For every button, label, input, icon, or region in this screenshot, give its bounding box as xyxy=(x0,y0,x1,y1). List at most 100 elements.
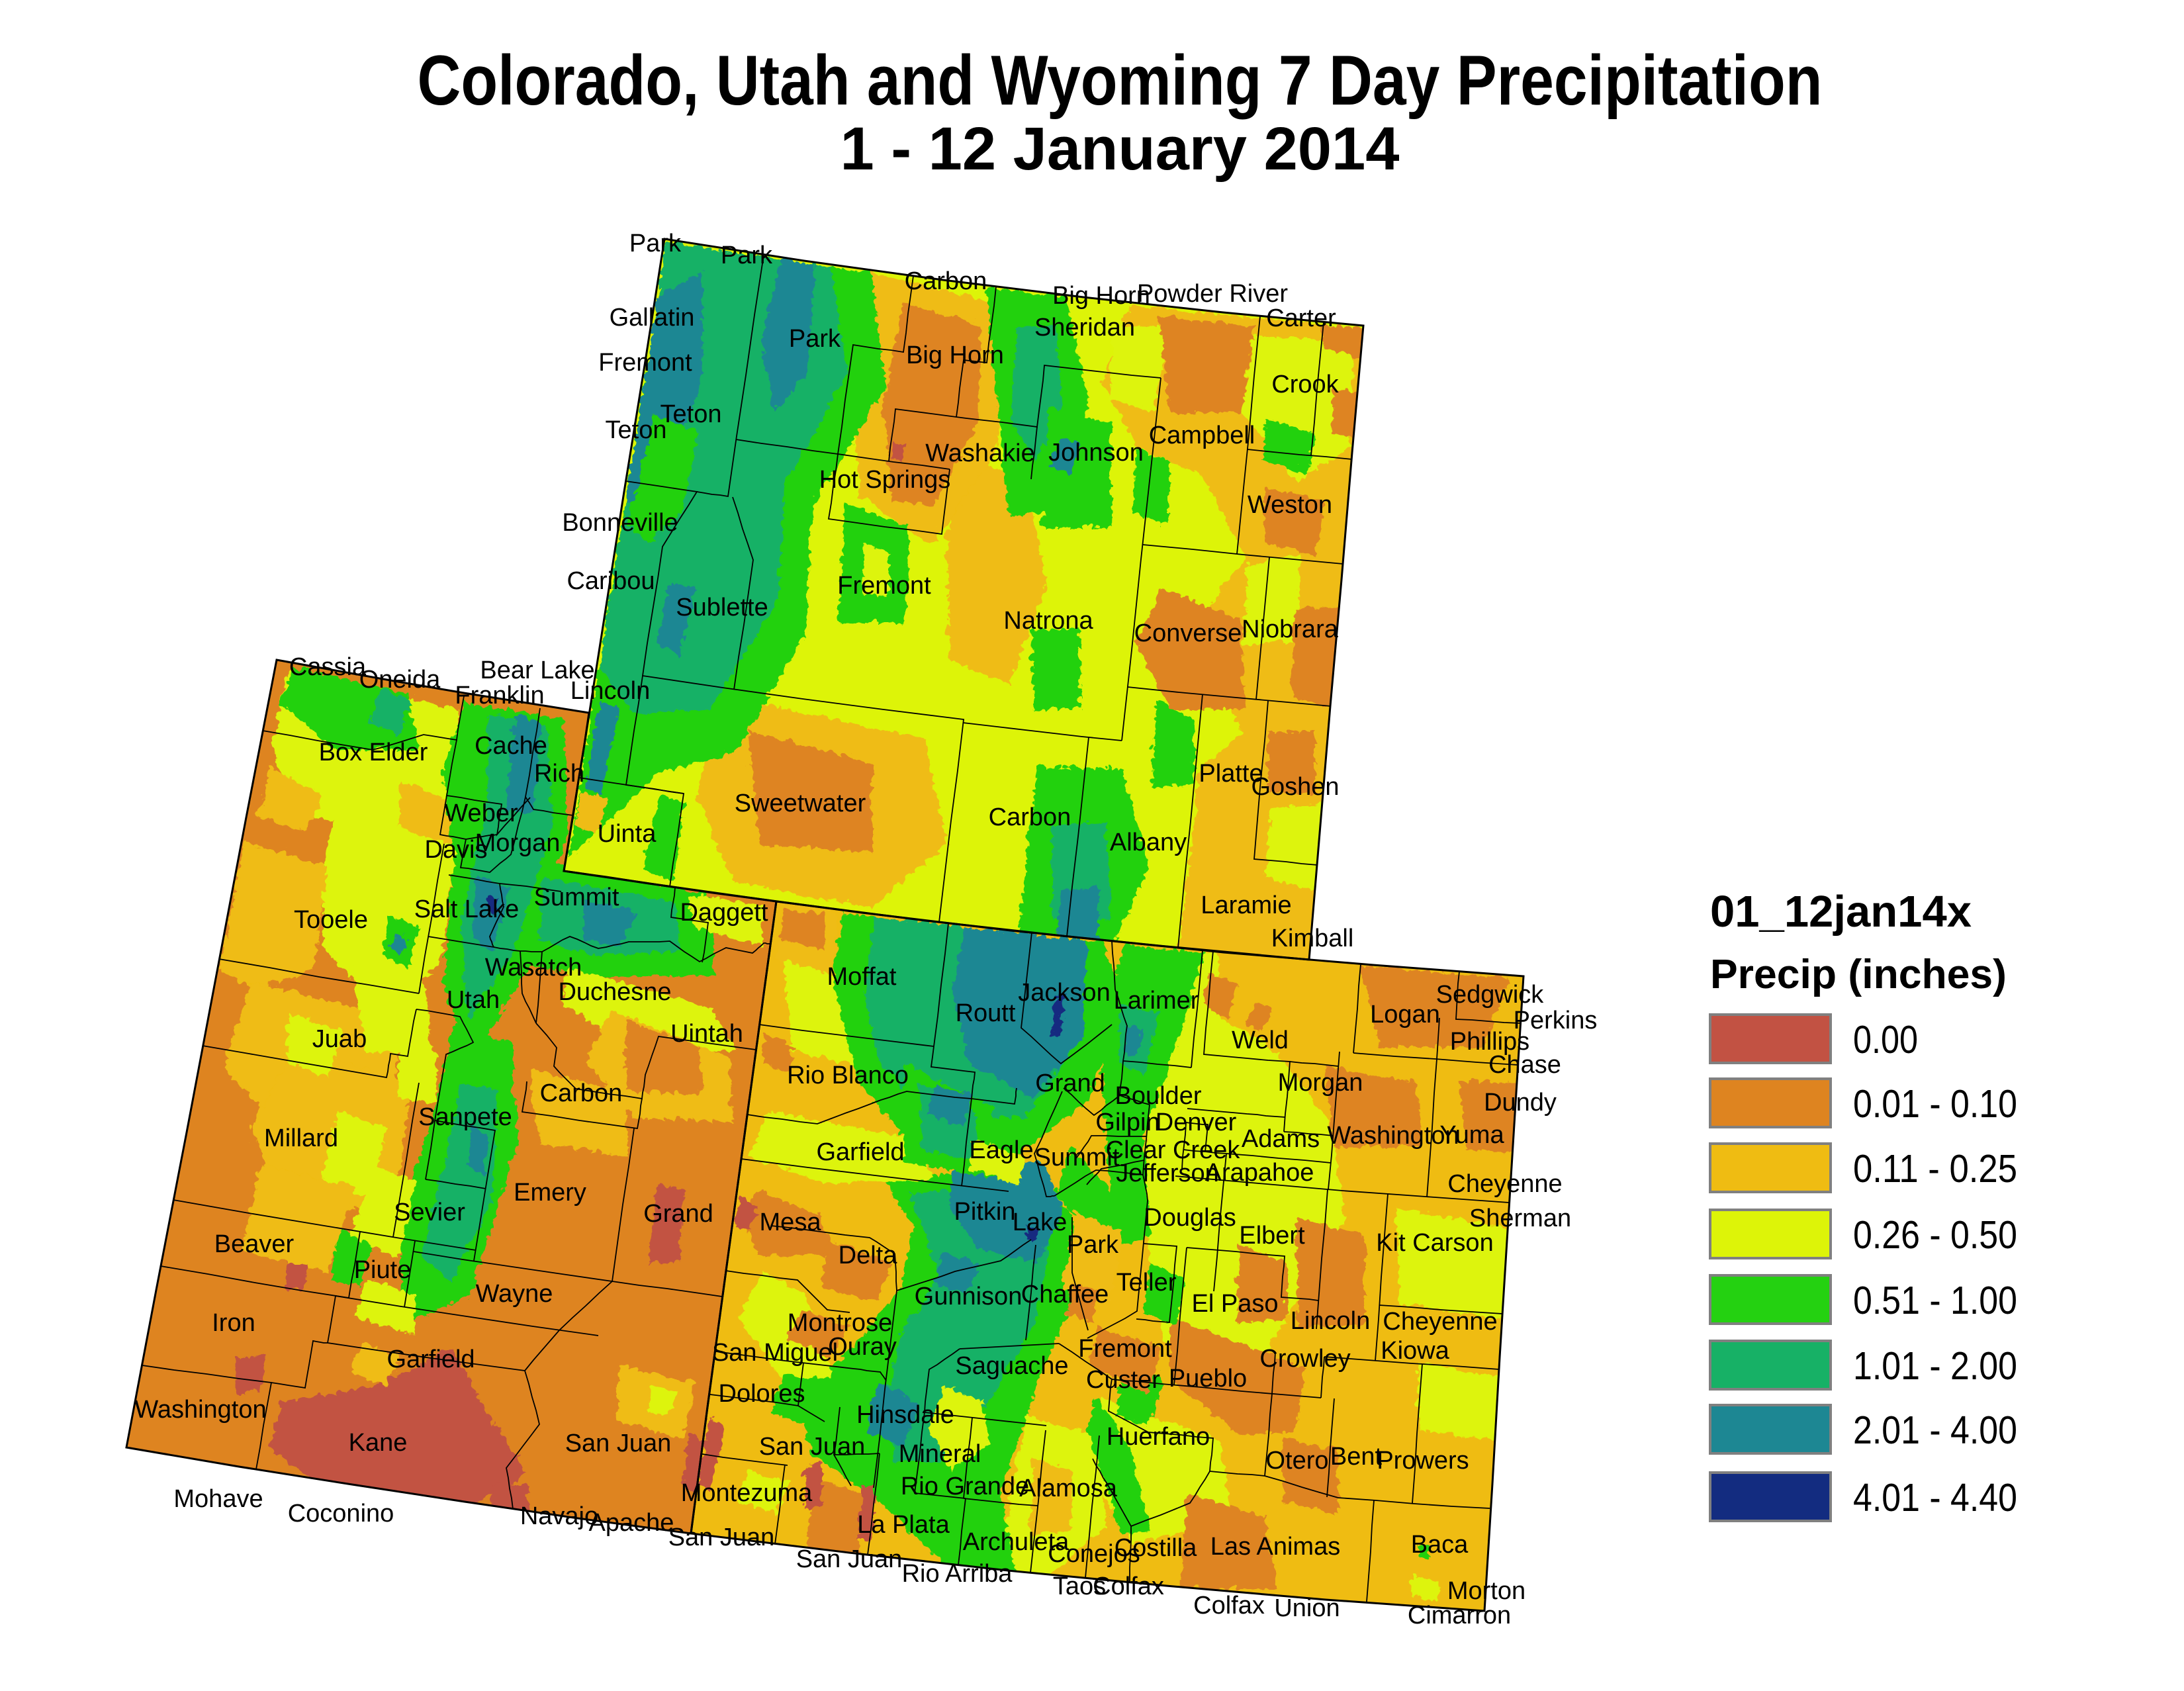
svg-text:Johnson: Johnson xyxy=(1048,439,1144,467)
svg-text:Teton: Teton xyxy=(660,400,722,428)
svg-text:Delta: Delta xyxy=(839,1242,898,1269)
svg-text:Sanpete: Sanpete xyxy=(418,1103,512,1131)
svg-text:Carbon: Carbon xyxy=(905,267,987,295)
svg-text:Hot Springs: Hot Springs xyxy=(819,466,951,494)
svg-text:Denver: Denver xyxy=(1156,1109,1237,1136)
svg-text:Eagle: Eagle xyxy=(969,1136,1033,1164)
svg-text:Montezuma: Montezuma xyxy=(681,1479,813,1507)
svg-text:San Juan: San Juan xyxy=(565,1430,672,1457)
svg-text:Morgan: Morgan xyxy=(475,829,561,857)
svg-text:Mohave: Mohave xyxy=(173,1485,263,1513)
svg-text:Navajo: Navajo xyxy=(520,1502,598,1530)
svg-text:Washakie: Washakie xyxy=(925,439,1034,467)
svg-text:Washington: Washington xyxy=(134,1396,266,1424)
svg-text:2.01 - 4.00: 2.01 - 4.00 xyxy=(1853,1408,2017,1452)
svg-text:Las Animas: Las Animas xyxy=(1210,1533,1340,1561)
svg-text:Elbert: Elbert xyxy=(1239,1222,1305,1250)
svg-text:Yuma: Yuma xyxy=(1439,1121,1504,1149)
svg-text:Cassia: Cassia xyxy=(289,653,367,681)
svg-text:Rich: Rich xyxy=(534,760,584,788)
svg-text:Jackson: Jackson xyxy=(1018,979,1110,1007)
svg-text:Gilpin: Gilpin xyxy=(1095,1109,1160,1136)
svg-text:Rio Blanco: Rio Blanco xyxy=(787,1062,909,1089)
svg-text:Union: Union xyxy=(1274,1594,1340,1622)
svg-text:Conejos: Conejos xyxy=(1048,1540,1140,1568)
svg-text:Cache: Cache xyxy=(475,732,547,760)
svg-text:0.01 - 0.10: 0.01 - 0.10 xyxy=(1853,1082,2017,1126)
svg-text:Crook: Crook xyxy=(1271,371,1339,398)
svg-text:Sweetwater: Sweetwater xyxy=(735,790,866,817)
svg-text:Douglas: Douglas xyxy=(1144,1204,1236,1232)
svg-text:Oneida: Oneida xyxy=(359,666,441,694)
svg-text:Crowley: Crowley xyxy=(1259,1345,1350,1373)
svg-text:Rio Grande: Rio Grande xyxy=(901,1473,1029,1500)
svg-text:Kiowa: Kiowa xyxy=(1381,1337,1449,1365)
svg-text:Grand: Grand xyxy=(643,1200,713,1228)
svg-text:Weber: Weber xyxy=(444,800,518,827)
svg-text:Phillips: Phillips xyxy=(1450,1028,1529,1056)
svg-text:Prowers: Prowers xyxy=(1377,1447,1469,1475)
svg-text:Rio Arriba: Rio Arriba xyxy=(902,1560,1013,1588)
svg-text:Pitkin: Pitkin xyxy=(954,1198,1016,1226)
svg-text:Utah: Utah xyxy=(447,986,500,1014)
svg-text:Park: Park xyxy=(789,325,841,353)
svg-text:1 - 12 January 2014: 1 - 12 January 2014 xyxy=(841,115,1400,183)
svg-text:Logan: Logan xyxy=(1370,1001,1440,1028)
svg-text:Huerfano: Huerfano xyxy=(1107,1423,1210,1451)
svg-text:Natrona: Natrona xyxy=(1003,607,1093,635)
svg-text:01_12jan14x: 01_12jan14x xyxy=(1710,887,1972,937)
svg-text:Larimer: Larimer xyxy=(1114,987,1199,1015)
svg-text:Custer: Custer xyxy=(1086,1366,1160,1394)
svg-text:Goshen: Goshen xyxy=(1251,773,1339,801)
svg-text:Piute: Piute xyxy=(354,1256,412,1284)
svg-text:Precip (inches): Precip (inches) xyxy=(1710,952,2007,997)
svg-text:Salt Lake: Salt Lake xyxy=(414,895,519,923)
svg-text:Lincoln: Lincoln xyxy=(1291,1307,1370,1335)
svg-text:Ouray: Ouray xyxy=(828,1333,896,1361)
svg-text:Lake: Lake xyxy=(1013,1209,1067,1236)
svg-text:Cheyenne: Cheyenne xyxy=(1447,1170,1562,1198)
svg-text:Fremont: Fremont xyxy=(598,349,692,377)
svg-text:Otero: Otero xyxy=(1265,1447,1328,1475)
svg-text:Cheyenne: Cheyenne xyxy=(1383,1308,1497,1336)
svg-text:Perkins: Perkins xyxy=(1514,1007,1598,1034)
svg-text:Park: Park xyxy=(1067,1231,1119,1259)
svg-text:Clear Creek: Clear Creek xyxy=(1106,1136,1241,1164)
svg-text:Carter: Carter xyxy=(1266,304,1336,332)
svg-text:Sherman: Sherman xyxy=(1469,1205,1571,1232)
svg-text:Wayne: Wayne xyxy=(476,1280,553,1308)
svg-text:Bonneville: Bonneville xyxy=(562,509,678,537)
svg-text:Gunnison: Gunnison xyxy=(915,1283,1023,1310)
svg-text:Franklin: Franklin xyxy=(455,682,544,709)
svg-text:Morton: Morton xyxy=(1447,1577,1525,1605)
svg-text:Big Horn: Big Horn xyxy=(906,342,1004,369)
svg-text:Daggett: Daggett xyxy=(680,899,768,927)
svg-text:Archuleta: Archuleta xyxy=(963,1528,1069,1556)
svg-text:Alamosa: Alamosa xyxy=(1019,1475,1118,1502)
svg-text:Gallatin: Gallatin xyxy=(610,304,695,332)
svg-text:Davis: Davis xyxy=(424,836,487,864)
svg-text:Niobrara: Niobrara xyxy=(1242,616,1339,643)
svg-text:Costilla: Costilla xyxy=(1115,1534,1197,1562)
svg-text:Iron: Iron xyxy=(212,1309,255,1337)
svg-text:Fremont: Fremont xyxy=(1078,1335,1172,1363)
svg-text:Carbon: Carbon xyxy=(989,803,1071,831)
svg-text:Sevier: Sevier xyxy=(394,1199,465,1226)
svg-text:Albany: Albany xyxy=(1110,829,1187,856)
svg-text:Morgan: Morgan xyxy=(1278,1069,1363,1097)
svg-text:San Juan: San Juan xyxy=(796,1545,903,1573)
svg-text:Caribou: Caribou xyxy=(567,567,655,595)
svg-text:1.01 - 2.00: 1.01 - 2.00 xyxy=(1853,1344,2017,1388)
svg-text:Colfax: Colfax xyxy=(1093,1573,1164,1600)
svg-text:Garfield: Garfield xyxy=(387,1346,475,1373)
svg-text:Box Elder: Box Elder xyxy=(319,739,428,766)
svg-text:Weld: Weld xyxy=(1232,1027,1289,1054)
svg-text:Saguache: Saguache xyxy=(955,1352,1068,1380)
svg-text:Emery: Emery xyxy=(514,1179,586,1207)
svg-text:Washington: Washington xyxy=(1327,1122,1459,1150)
svg-text:Park: Park xyxy=(629,230,682,257)
svg-text:Grand: Grand xyxy=(1035,1070,1105,1097)
svg-text:Beaver: Beaver xyxy=(214,1230,295,1258)
svg-text:Lincoln: Lincoln xyxy=(570,677,650,705)
svg-text:Garfield: Garfield xyxy=(816,1138,904,1166)
